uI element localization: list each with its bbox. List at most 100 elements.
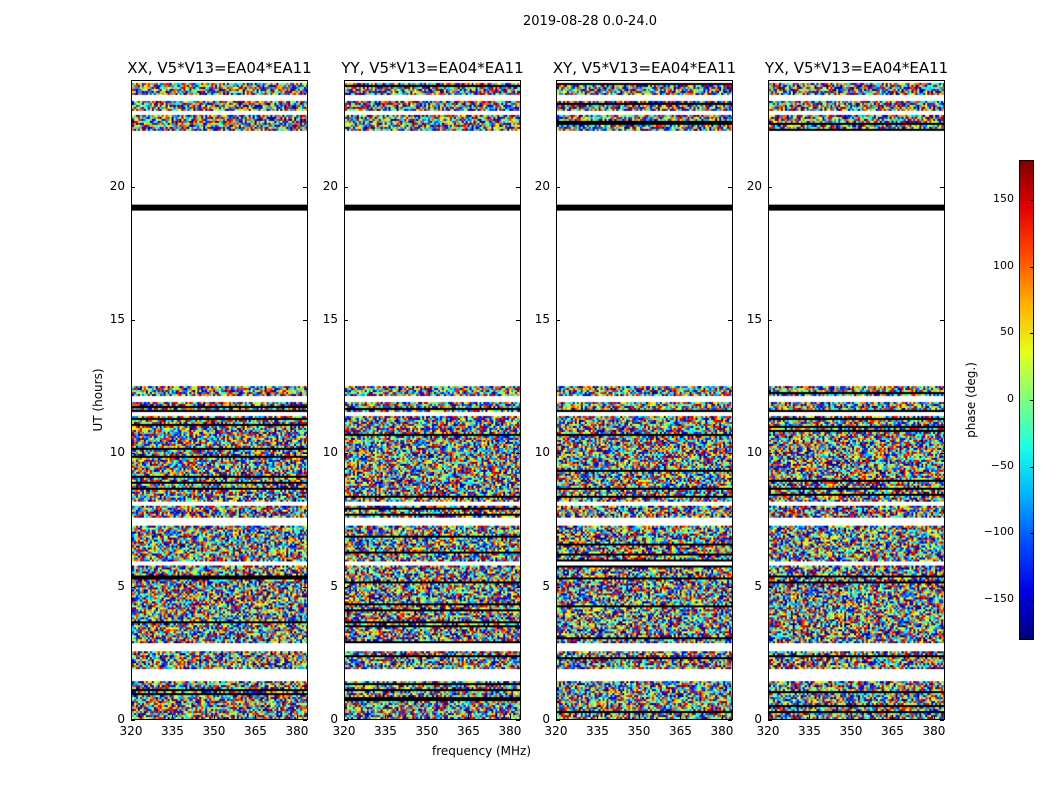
heatmap-panel bbox=[556, 80, 733, 720]
y-tick-mark bbox=[728, 320, 732, 321]
heatmap-panel bbox=[344, 80, 521, 720]
heatmap-cells bbox=[769, 81, 944, 719]
y-tick-mark bbox=[303, 720, 307, 721]
x-tick-label: 350 bbox=[415, 724, 439, 738]
x-tick-mark bbox=[468, 715, 470, 719]
heatmap-panel bbox=[131, 80, 308, 720]
colorbar-tick-mark bbox=[1030, 200, 1034, 201]
colorbar-tick-label: 150 bbox=[993, 192, 1014, 205]
colorbar-tick-mark bbox=[1030, 600, 1034, 601]
colorbar-tick-label: 50 bbox=[1000, 325, 1014, 339]
y-tick-mark bbox=[344, 720, 348, 721]
y-tick-mark bbox=[940, 720, 944, 721]
x-tick-label: 380 bbox=[922, 724, 946, 738]
colorbar-tick-label: 0 bbox=[1007, 392, 1014, 405]
colorbar-tick-mark bbox=[1030, 533, 1034, 535]
x-tick-label: 365 bbox=[244, 724, 267, 738]
panel-title: XY, V5*V13=EA04*EA11 bbox=[552, 59, 737, 77]
x-tick-mark bbox=[255, 715, 257, 719]
x-tick-label: 350 bbox=[839, 724, 863, 738]
x-tick-mark bbox=[131, 715, 132, 719]
panel-title: YY, V5*V13=EA04*EA11 bbox=[341, 59, 524, 77]
x-tick-mark bbox=[680, 715, 682, 719]
y-tick-label: 10 bbox=[534, 445, 550, 460]
y-tick-label: 10 bbox=[322, 445, 338, 460]
y-tick-mark bbox=[728, 186, 732, 188]
y-tick-mark bbox=[728, 586, 732, 588]
y-tick-label: 10 bbox=[746, 445, 762, 460]
x-tick-mark bbox=[809, 715, 811, 719]
y-tick-label: 0 bbox=[542, 712, 550, 726]
y-tick-label: 20 bbox=[322, 178, 338, 193]
y-tick-mark bbox=[516, 186, 520, 188]
x-tick-label: 365 bbox=[669, 724, 692, 738]
x-tick-label: 320 bbox=[756, 724, 780, 738]
figure-title: 2019-08-28 0.0-24.0 bbox=[523, 14, 657, 29]
x-tick-mark bbox=[296, 715, 298, 719]
x-tick-mark bbox=[509, 715, 511, 719]
colorbar-tick-label: −100 bbox=[983, 525, 1014, 539]
x-tick-mark bbox=[638, 715, 640, 719]
panel-title: XX, V5*V13=EA04*EA11 bbox=[127, 59, 312, 77]
y-tick-mark bbox=[344, 320, 348, 321]
x-tick-mark bbox=[768, 715, 769, 719]
colorbar-tick-mark bbox=[1030, 400, 1034, 401]
heatmap-cells bbox=[132, 81, 307, 719]
x-tick-label: 320 bbox=[544, 724, 568, 738]
x-tick-label: 380 bbox=[498, 724, 522, 738]
y-tick-mark bbox=[131, 186, 135, 188]
y-tick-mark bbox=[131, 320, 135, 321]
x-tick-label: 365 bbox=[457, 724, 480, 738]
x-tick-label: 380 bbox=[285, 724, 309, 738]
y-tick-mark bbox=[556, 453, 560, 455]
y-tick-mark bbox=[344, 453, 348, 455]
y-tick-mark bbox=[940, 453, 944, 455]
colorbar-tick-label: −150 bbox=[983, 592, 1014, 605]
y-tick-label: 20 bbox=[109, 178, 125, 193]
y-tick-mark bbox=[556, 320, 560, 321]
y-tick-mark bbox=[344, 186, 348, 188]
y-tick-mark bbox=[303, 453, 307, 455]
heatmap-cells bbox=[345, 81, 520, 719]
x-tick-mark bbox=[933, 715, 935, 719]
y-tick-mark bbox=[768, 586, 772, 588]
x-tick-label: 320 bbox=[332, 724, 356, 738]
y-tick-label: 0 bbox=[330, 712, 338, 726]
x-tick-mark bbox=[892, 715, 894, 719]
y-tick-mark bbox=[131, 720, 135, 721]
y-tick-label: 15 bbox=[322, 312, 338, 326]
y-tick-mark bbox=[516, 453, 520, 455]
y-tick-mark bbox=[940, 186, 944, 188]
y-tick-label: 0 bbox=[754, 712, 762, 726]
y-axis-label: UT (hours) bbox=[91, 368, 105, 432]
y-tick-mark bbox=[344, 586, 348, 588]
colorbar-tick-mark bbox=[1030, 266, 1034, 268]
y-tick-label: 20 bbox=[534, 178, 550, 193]
y-tick-label: 5 bbox=[754, 578, 762, 593]
y-tick-mark bbox=[768, 320, 772, 321]
colorbar-tick-mark bbox=[1030, 333, 1034, 335]
x-tick-mark bbox=[172, 715, 174, 719]
y-tick-mark bbox=[556, 720, 560, 721]
y-tick-mark bbox=[768, 720, 772, 721]
x-tick-label: 380 bbox=[710, 724, 734, 738]
y-tick-label: 15 bbox=[746, 312, 762, 326]
x-tick-label: 320 bbox=[119, 724, 143, 738]
y-tick-label: 20 bbox=[746, 178, 762, 193]
y-tick-mark bbox=[516, 320, 520, 321]
y-tick-mark bbox=[516, 586, 520, 588]
y-tick-mark bbox=[768, 186, 772, 188]
x-tick-mark bbox=[721, 715, 723, 719]
y-tick-mark bbox=[940, 320, 944, 321]
colorbar-tick-label: −50 bbox=[990, 458, 1014, 472]
y-tick-label: 5 bbox=[117, 578, 125, 593]
y-tick-mark bbox=[556, 586, 560, 588]
colorbar-tick-label: 100 bbox=[993, 258, 1014, 272]
y-tick-label: 10 bbox=[109, 445, 125, 460]
y-tick-mark bbox=[303, 186, 307, 188]
y-tick-mark bbox=[516, 720, 520, 721]
x-tick-mark bbox=[597, 715, 599, 719]
x-tick-label: 335 bbox=[161, 724, 184, 738]
x-tick-mark bbox=[556, 715, 557, 719]
